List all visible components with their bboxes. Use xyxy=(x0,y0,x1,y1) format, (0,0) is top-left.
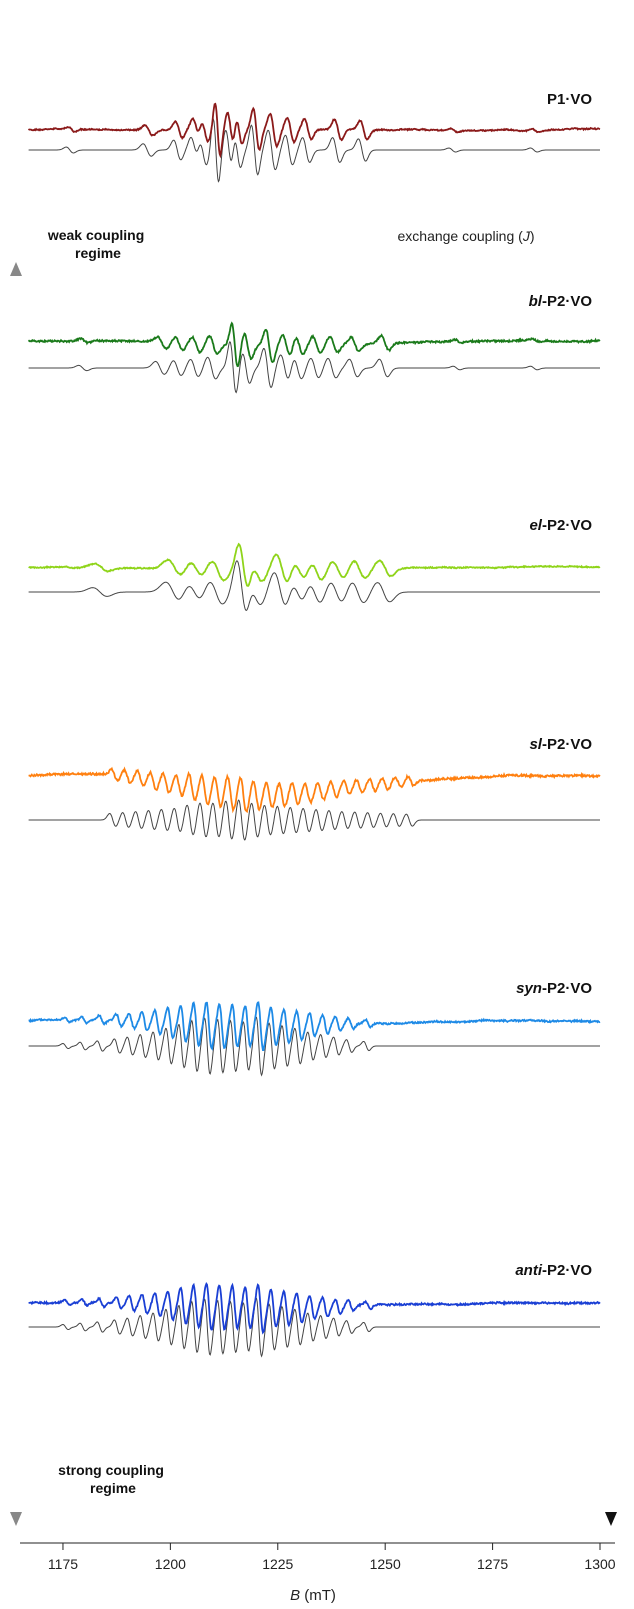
x-tick-label-1275: 1275 xyxy=(477,1556,508,1572)
series-label-suffix: -P2·VO xyxy=(542,980,592,997)
x-axis-title: B (mT) xyxy=(290,1587,336,1604)
experimental-trace-syn xyxy=(28,1001,601,1051)
x-axis: 1175 1200 1225 1250 1275 1300 xyxy=(20,1542,616,1572)
series-label-syn: syn-P2·VO xyxy=(516,980,592,997)
x-tick-label-1175: 1175 xyxy=(48,1556,78,1572)
experimental-trace-el xyxy=(28,542,601,587)
series-label-bl: bl-P2·VO xyxy=(529,293,593,310)
x-tick-label-1200: 1200 xyxy=(155,1556,186,1572)
simulated-trace-syn xyxy=(28,1016,600,1077)
right-arrow-head-down xyxy=(605,1512,617,1526)
series-label-el: el-P2·VO xyxy=(529,517,592,534)
strong-coupling-label: strong coupling regime xyxy=(58,1462,168,1496)
weak-coupling-label: weak coupling regime xyxy=(47,227,148,261)
series-label-prefix: el xyxy=(529,517,542,534)
simulated-trace-sl xyxy=(28,799,600,841)
coupling-arrows xyxy=(10,262,617,1526)
series-label-suffix: -P2·VO xyxy=(542,736,592,753)
spectra-group: P1·VObl-P2·VOel-P2·VOsl-P2·VOsyn-P2·VOan… xyxy=(27,91,601,1358)
series-label-prefix: syn xyxy=(516,980,542,997)
simulated-trace-P1 xyxy=(28,117,600,183)
x-tick-label-1300: 1300 xyxy=(584,1556,615,1572)
x-tick-label-1250: 1250 xyxy=(370,1556,401,1572)
left-arrow-head-down xyxy=(10,1512,22,1526)
experimental-trace-P1 xyxy=(27,102,601,159)
simulated-trace-el xyxy=(28,560,600,611)
series-label-P1: P1·VO xyxy=(547,91,592,108)
series-label-suffix: -P2·VO xyxy=(542,517,592,534)
experimental-trace-bl xyxy=(27,321,601,368)
simulated-trace-bl xyxy=(28,340,600,394)
exchange-coupling-label: exchange coupling (J) xyxy=(398,228,535,244)
simulated-trace-anti xyxy=(28,1297,600,1358)
series-label-suffix: P1·VO xyxy=(547,91,592,108)
series-label-anti: anti-P2·VO xyxy=(515,1262,592,1279)
experimental-trace-sl xyxy=(28,766,601,814)
experimental-trace-anti xyxy=(28,1281,601,1335)
series-label-sl: sl-P2·VO xyxy=(529,736,592,753)
series-label-prefix: sl xyxy=(529,736,542,753)
series-label-prefix: anti xyxy=(515,1262,543,1279)
series-label-suffix: -P2·VO xyxy=(542,293,592,310)
series-label-suffix: -P2·VO xyxy=(542,1262,592,1279)
x-tick-label-1225: 1225 xyxy=(262,1556,293,1572)
series-label-prefix: bl xyxy=(529,293,543,310)
left-arrow-head-up xyxy=(10,262,22,276)
